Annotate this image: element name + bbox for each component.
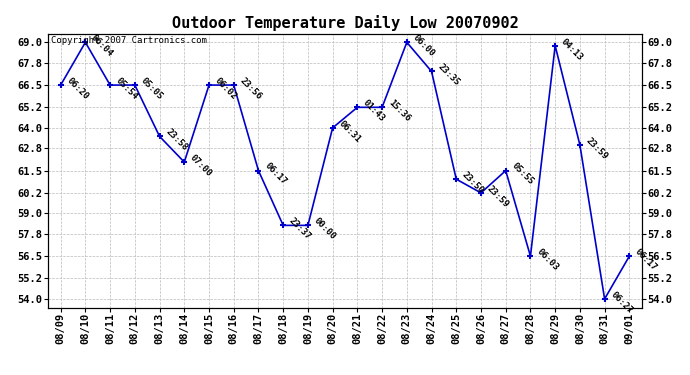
Text: 05:54: 05:54 xyxy=(115,76,139,101)
Text: 06:27: 06:27 xyxy=(609,290,634,315)
Text: 23:59: 23:59 xyxy=(485,184,511,209)
Text: 06:03: 06:03 xyxy=(535,247,560,272)
Text: 04:13: 04:13 xyxy=(560,37,584,62)
Text: 06:04: 06:04 xyxy=(90,33,115,58)
Text: 23:58: 23:58 xyxy=(164,127,189,153)
Text: 05:05: 05:05 xyxy=(139,76,164,101)
Text: 23:59: 23:59 xyxy=(584,136,609,161)
Text: 06:31: 06:31 xyxy=(337,119,362,144)
Text: 07:00: 07:00 xyxy=(188,153,214,178)
Text: 06:17: 06:17 xyxy=(263,162,288,187)
Text: 15:36: 15:36 xyxy=(386,98,412,123)
Text: 06:02: 06:02 xyxy=(213,76,239,101)
Text: 23:50: 23:50 xyxy=(460,170,486,195)
Text: 01:43: 01:43 xyxy=(362,98,387,123)
Title: Outdoor Temperature Daily Low 20070902: Outdoor Temperature Daily Low 20070902 xyxy=(172,15,518,31)
Text: 06:00: 06:00 xyxy=(411,33,436,58)
Text: 05:55: 05:55 xyxy=(510,162,535,187)
Text: 06:20: 06:20 xyxy=(65,76,90,101)
Text: 23:37: 23:37 xyxy=(287,216,313,242)
Text: 23:35: 23:35 xyxy=(435,62,461,88)
Text: Copyright 2007 Cartronics.com: Copyright 2007 Cartronics.com xyxy=(51,36,207,45)
Text: 23:56: 23:56 xyxy=(238,76,264,101)
Text: 06:17: 06:17 xyxy=(633,247,659,272)
Text: 00:00: 00:00 xyxy=(312,216,337,242)
